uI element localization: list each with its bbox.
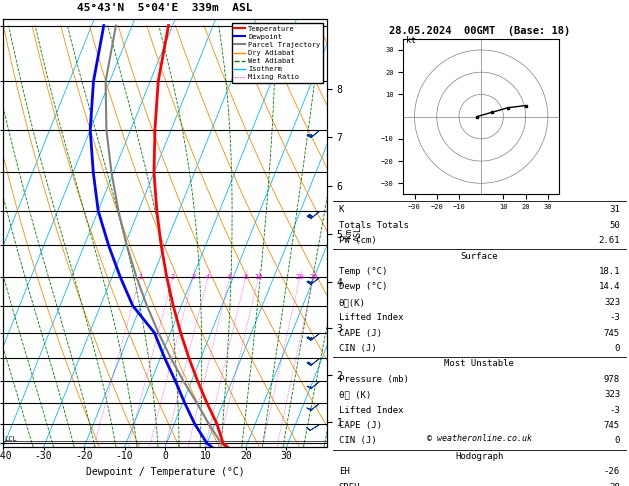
Text: -3: -3 xyxy=(610,313,620,322)
Text: Dewp (°C): Dewp (°C) xyxy=(339,282,387,292)
Text: Totals Totals: Totals Totals xyxy=(339,221,409,230)
Text: SREH: SREH xyxy=(339,483,360,486)
Text: EH: EH xyxy=(339,467,350,476)
Text: -3: -3 xyxy=(610,406,620,415)
Text: Temp (°C): Temp (°C) xyxy=(339,267,387,276)
Text: 2: 2 xyxy=(171,274,175,280)
Text: CIN (J): CIN (J) xyxy=(339,436,377,446)
X-axis label: Dewpoint / Temperature (°C): Dewpoint / Temperature (°C) xyxy=(86,467,244,477)
Text: 10: 10 xyxy=(254,274,263,280)
Text: 38: 38 xyxy=(610,483,620,486)
Text: 323: 323 xyxy=(604,390,620,399)
Legend: Temperature, Dewpoint, Parcel Trajectory, Dry Adiabat, Wet Adiabat, Isotherm, Mi: Temperature, Dewpoint, Parcel Trajectory… xyxy=(231,23,323,83)
Text: 18.1: 18.1 xyxy=(599,267,620,276)
Text: PW (cm): PW (cm) xyxy=(339,236,377,245)
Text: 745: 745 xyxy=(604,329,620,338)
Text: 20: 20 xyxy=(296,274,304,280)
Text: 2.61: 2.61 xyxy=(599,236,620,245)
Text: Lifted Index: Lifted Index xyxy=(339,313,403,322)
Text: 6: 6 xyxy=(228,274,232,280)
Text: 3: 3 xyxy=(191,274,196,280)
Text: 50: 50 xyxy=(610,221,620,230)
Text: 0: 0 xyxy=(615,344,620,353)
Text: 323: 323 xyxy=(604,298,620,307)
Text: kt: kt xyxy=(406,36,416,45)
Text: 978: 978 xyxy=(604,375,620,384)
Text: 745: 745 xyxy=(604,421,620,430)
Text: LCL: LCL xyxy=(4,436,17,442)
Text: 0: 0 xyxy=(615,436,620,446)
Text: Hodograph: Hodograph xyxy=(455,452,504,461)
Text: 28.05.2024  00GMT  (Base: 18): 28.05.2024 00GMT (Base: 18) xyxy=(389,26,570,36)
Text: -26: -26 xyxy=(604,467,620,476)
Y-axis label: km
ASL: km ASL xyxy=(344,226,363,241)
Text: θᴄ (K): θᴄ (K) xyxy=(339,390,371,399)
Text: CAPE (J): CAPE (J) xyxy=(339,329,382,338)
Text: 4: 4 xyxy=(206,274,210,280)
Text: 31: 31 xyxy=(610,206,620,214)
Text: CAPE (J): CAPE (J) xyxy=(339,421,382,430)
Text: K: K xyxy=(339,206,344,214)
Title: 45°43'N  5°04'E  339m  ASL: 45°43'N 5°04'E 339m ASL xyxy=(77,3,253,13)
Text: Lifted Index: Lifted Index xyxy=(339,406,403,415)
Text: CIN (J): CIN (J) xyxy=(339,344,377,353)
Text: Pressure (mb): Pressure (mb) xyxy=(339,375,409,384)
Text: 1: 1 xyxy=(138,274,142,280)
Text: 25: 25 xyxy=(309,274,318,280)
Text: Surface: Surface xyxy=(460,252,498,260)
Text: © weatheronline.co.uk: © weatheronline.co.uk xyxy=(427,434,532,443)
Text: 14.4: 14.4 xyxy=(599,282,620,292)
Text: 8: 8 xyxy=(244,274,248,280)
Text: Most Unstable: Most Unstable xyxy=(445,360,515,368)
Text: θᴄ(K): θᴄ(K) xyxy=(339,298,365,307)
